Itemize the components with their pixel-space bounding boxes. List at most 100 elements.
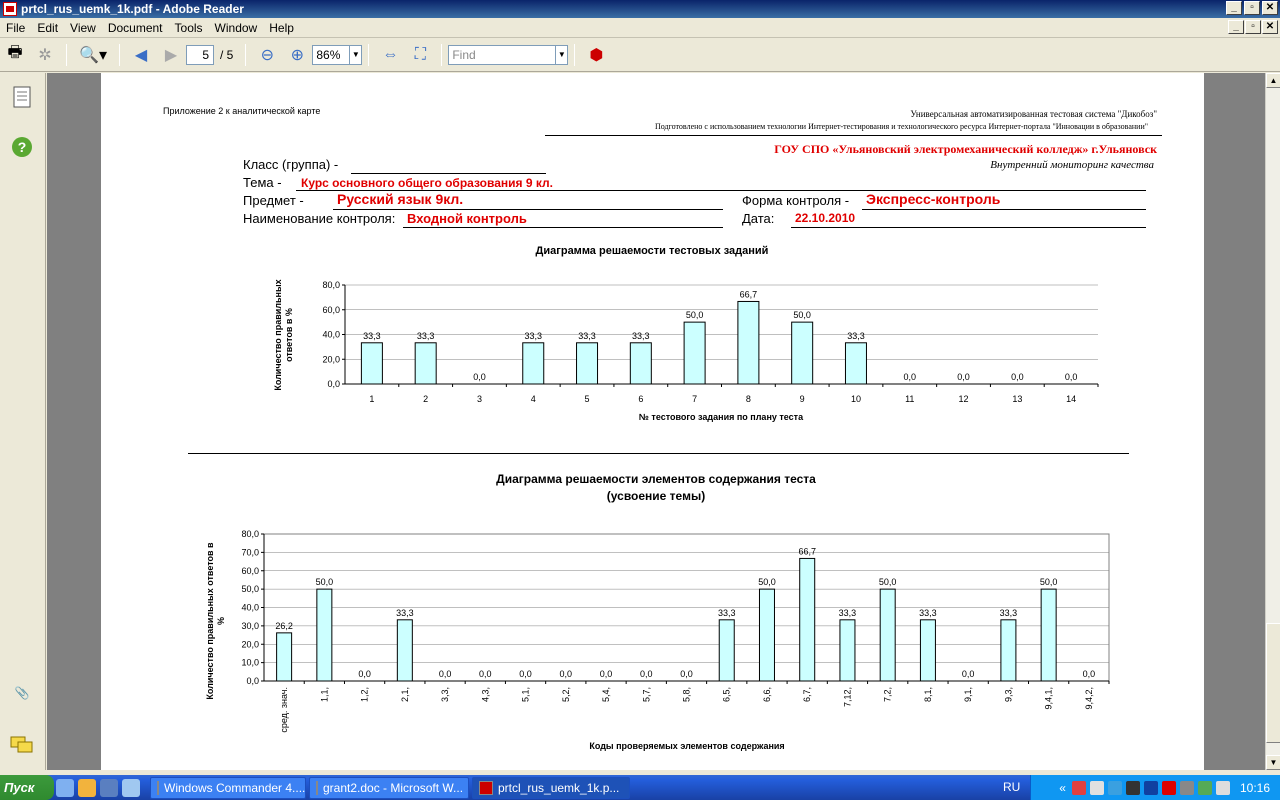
search-icon[interactable]: 🔍▾ (79, 46, 107, 64)
subject-label: Предмет - (243, 193, 304, 208)
task-adobe-reader[interactable]: prtcl_rus_uemk_1k.p... (472, 776, 630, 799)
tray-icon-4[interactable] (1125, 780, 1140, 795)
email-icon[interactable]: ✲ (38, 46, 52, 64)
tray-icon-5[interactable] (1143, 780, 1158, 795)
y-axis-label: Количество правильных ответов в% (205, 542, 226, 700)
zoom-input[interactable]: 86% (312, 44, 351, 65)
volume-icon[interactable] (1215, 780, 1230, 795)
y-tick-label: 0,0 (246, 676, 259, 686)
bar (799, 557, 816, 682)
data-label: 50,0 (758, 577, 776, 587)
data-label: 0,0 (957, 372, 970, 382)
data-label: 0,0 (519, 669, 532, 679)
date-value: 22.10.2010 (795, 211, 856, 225)
system-note: Универсальная автоматизированная тестова… (910, 109, 1157, 119)
tray-icon-3[interactable] (1107, 780, 1122, 795)
language-indicator[interactable]: RU (1003, 780, 1021, 794)
tray-icon-8[interactable] (1197, 780, 1212, 795)
date-label: Дата: (742, 211, 775, 226)
data-label: 50,0 (879, 577, 897, 587)
x-tick-label: 10 (851, 394, 861, 404)
menu-view[interactable]: View (70, 20, 96, 35)
data-label: 66,7 (798, 546, 816, 556)
y-tick-label: 80,0 (322, 280, 340, 290)
desktop-icon[interactable] (100, 778, 118, 797)
ie-icon[interactable] (56, 778, 74, 797)
adobe-reader-icon (3, 2, 17, 16)
menu-window[interactable]: Window (214, 20, 258, 35)
fit-width-icon[interactable]: ⇔ (382, 45, 399, 63)
scroll-down-icon[interactable]: ▼ (1266, 755, 1280, 770)
doc-close-button[interactable]: ✕ (1262, 20, 1278, 34)
menu-tools[interactable]: Tools (174, 20, 203, 35)
zoom-in-icon[interactable]: ⊕ (290, 46, 305, 64)
navigation-pane: ? 📎 (0, 73, 46, 770)
tray-expand-icon[interactable]: « (1059, 780, 1066, 795)
bar (396, 619, 413, 682)
x-tick-label: 1,2, (360, 687, 370, 702)
help-icon[interactable]: ? (10, 135, 34, 159)
bar (414, 342, 437, 385)
title-bar: prtcl_rus_uemk_1k.pdf - Adobe Reader _ ▫… (0, 0, 1280, 18)
zoom-out-icon[interactable]: ⊖ (260, 46, 275, 64)
x-tick-label: 9,1, (963, 687, 973, 702)
doc-minimize-button[interactable]: _ (1228, 20, 1244, 34)
pages-icon[interactable] (10, 85, 34, 109)
y-tick-label: 10,0 (241, 658, 259, 668)
x-tick-label: 9,3, (1003, 687, 1013, 702)
tray-icon-1[interactable] (1071, 780, 1086, 795)
task-windows-commander[interactable]: Windows Commander 4.... (150, 776, 306, 799)
y-tick-label: 40,0 (322, 330, 340, 340)
monitoring-note: Внутренний мониторинг качества (990, 159, 1154, 171)
vertical-scrollbar[interactable]: ▲ ▼ (1265, 73, 1280, 770)
page-number-input[interactable]: 5 (186, 44, 214, 65)
attachments-icon[interactable]: 📎 (14, 686, 30, 700)
data-label: 0,0 (1011, 372, 1024, 382)
data-label: 0,0 (560, 669, 573, 679)
zoom-dropdown-icon[interactable]: ▼ (350, 44, 363, 65)
data-label: 33,3 (919, 608, 937, 618)
tray-icon-7[interactable] (1179, 780, 1194, 795)
menu-help[interactable]: Help (269, 20, 294, 35)
scroll-thumb[interactable] (1266, 623, 1280, 743)
print-icon[interactable]: 🖶 (7, 44, 23, 61)
menu-document[interactable]: Document (107, 20, 163, 35)
subject-value: Русский язык 9кл. (337, 191, 464, 207)
task-grant2-doc[interactable]: grant2.doc - Microsoft W... (309, 776, 469, 799)
previous-page-icon[interactable]: ◀ (134, 46, 148, 64)
menu-file[interactable]: File (6, 20, 26, 35)
y-tick-label: 0,0 (327, 379, 340, 389)
fit-page-icon[interactable]: ⛶ (414, 45, 426, 63)
messenger-icon[interactable] (122, 778, 140, 797)
minimize-button[interactable]: _ (1226, 1, 1242, 15)
svg-text:?: ? (18, 139, 27, 155)
next-page-icon[interactable]: ▶ (164, 46, 178, 64)
start-button[interactable]: Пуск (0, 775, 54, 800)
bar (683, 321, 706, 385)
tray-icon-2[interactable] (1089, 780, 1104, 795)
close-button[interactable]: ✕ (1262, 1, 1278, 15)
prepared-note: Подготовлено с использованием технологии… (654, 122, 1148, 131)
document-area[interactable]: Приложение 2 к аналитической карте Униве… (47, 73, 1265, 770)
x-tick-label: 4 (531, 394, 536, 404)
tray-icon-6[interactable] (1161, 780, 1176, 795)
adobe-acrobat-icon[interactable]: ⬢ (589, 46, 604, 64)
find-input[interactable]: Find (448, 44, 557, 65)
y-tick-label: 70,0 (241, 547, 259, 557)
data-label: 0,0 (962, 669, 975, 679)
find-dropdown-icon[interactable]: ▼ (556, 44, 569, 65)
media-player-icon[interactable] (78, 778, 96, 797)
doc-restore-button[interactable]: ▫ (1245, 20, 1261, 34)
bar (1040, 588, 1057, 682)
y-tick-label: 80,0 (241, 529, 259, 539)
data-label: 33,3 (363, 331, 381, 341)
menu-edit[interactable]: Edit (37, 20, 59, 35)
comments-icon[interactable] (10, 733, 34, 757)
scroll-up-icon[interactable]: ▲ (1266, 73, 1280, 88)
x-tick-label: 9,4,1, (1044, 687, 1054, 710)
maximize-button[interactable]: ▫ (1244, 1, 1260, 15)
appendix-note: Приложение 2 к аналитической карте (163, 106, 321, 116)
bar (919, 619, 936, 682)
data-label: 0,0 (1083, 669, 1096, 679)
x-tick-label: 14 (1066, 394, 1076, 404)
